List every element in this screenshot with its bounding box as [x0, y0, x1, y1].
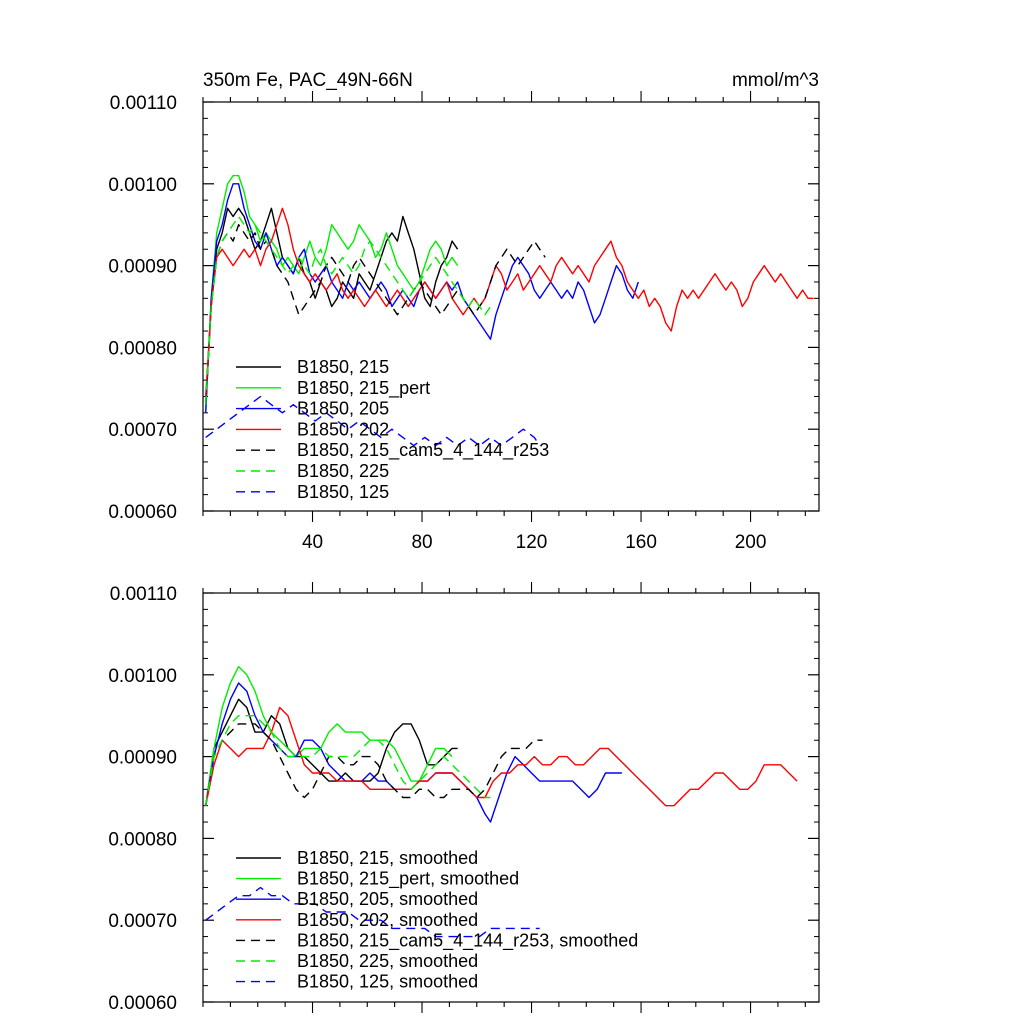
- legend-label: B1850, 125: [297, 482, 389, 502]
- series-line: [205, 395, 541, 447]
- series-line: [205, 698, 458, 806]
- x-tick-label: 80: [411, 532, 432, 553]
- legend-label: B1850, 202, smoothed: [297, 910, 478, 930]
- series-line: [205, 706, 798, 807]
- x-tick-label: 40: [302, 532, 323, 553]
- y-tick-label: 0.00090: [108, 257, 177, 278]
- legend-label: B1850, 215_cam5_4_144_r253: [297, 440, 549, 461]
- y-tick-label: 0.00110: [110, 93, 177, 114]
- top-panel: 350m Fe, PAC_49N-66N mmol/m^3 0.000600.0…: [108, 70, 820, 553]
- series-line: [205, 665, 453, 806]
- axis-ticks: 0.00060 0.00070 0.00080 0.00090 0.00100 0.001…: [108, 582, 819, 1014]
- legend-label: B1850, 215: [297, 357, 389, 377]
- y-tick-label: 0.00080: [108, 338, 177, 359]
- series-line: [205, 682, 622, 823]
- x-tick-label: 120: [516, 532, 548, 553]
- legend-label: B1850, 205: [297, 399, 389, 419]
- series-lines: [205, 174, 814, 447]
- legend-label: B1850, 215_pert: [297, 378, 430, 399]
- series-line: [205, 215, 492, 405]
- y-tick-label: 0.00100: [108, 175, 177, 196]
- y-tick-label: 0.00080: [108, 829, 177, 850]
- axis-ticks: 0.00060 0.00070 0.00080 0.00090 0.00100 0.001…: [108, 91, 819, 553]
- y-tick-label: 0.00060: [108, 502, 177, 523]
- legend-label: B1850, 215_pert, smoothed: [297, 869, 519, 890]
- series-line: [205, 207, 814, 397]
- series-line: [205, 886, 540, 938]
- plot-frame: [202, 101, 820, 512]
- bottom-panel: 0.00060 0.00070 0.00080 0.00090 0.00100 0.001…: [108, 582, 820, 1014]
- series-line: [205, 207, 459, 405]
- legend-label: B1850, 225: [297, 461, 389, 481]
- legend-label: B1850, 205, smoothed: [297, 889, 478, 909]
- y-tick-label: 0.00070: [108, 420, 177, 441]
- x-tick-label: 200: [735, 532, 767, 553]
- chart-title: 350m Fe, PAC_49N-66N: [203, 70, 413, 91]
- legend-label: B1850, 225, smoothed: [297, 951, 478, 971]
- series-lines: [205, 665, 798, 938]
- y-tick-label: 0.00090: [108, 748, 177, 769]
- series-line: [205, 723, 543, 806]
- legend-label: B1850, 202: [297, 419, 389, 439]
- plot-frame: [202, 592, 820, 1003]
- y-tick-label: 0.00070: [108, 911, 177, 932]
- legend-label: B1850, 215, smoothed: [297, 848, 478, 868]
- series-line: [205, 715, 491, 806]
- units-label: mmol/m^3: [732, 70, 819, 91]
- y-tick-label: 0.00100: [108, 666, 177, 687]
- legend-label: B1850, 215_cam5_4_144_r253, smoothed: [297, 930, 638, 951]
- series-line: [205, 174, 459, 413]
- legend-label: B1850, 125, smoothed: [297, 972, 478, 992]
- y-tick-label: 0.00110: [110, 584, 177, 605]
- x-tick-label: 160: [625, 532, 657, 553]
- y-tick-label: 0.00060: [108, 993, 177, 1014]
